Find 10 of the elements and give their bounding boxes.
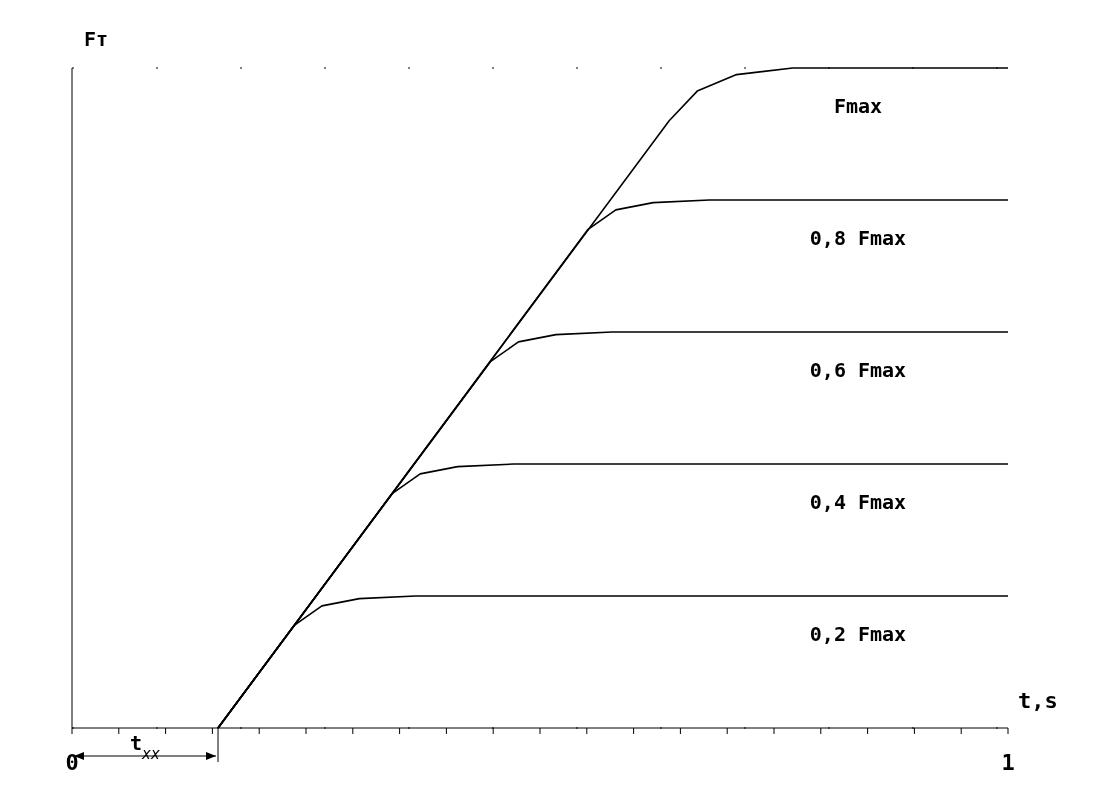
y-axis-title: Fт: [84, 27, 109, 51]
x-axis-title: t,s: [1018, 688, 1058, 713]
x-tick-label: 1: [1001, 749, 1015, 775]
series-label: Fmax: [833, 94, 883, 118]
series-label: 0,4 Fmax: [809, 490, 907, 514]
x-tick-label: 0: [65, 749, 79, 775]
series-label: 0,2 Fmax: [809, 622, 907, 646]
text: t$_{xx}$: [129, 731, 161, 763]
series-label: 0,6 Fmax: [809, 358, 907, 382]
series-label: 0,8 Fmax: [809, 226, 907, 250]
